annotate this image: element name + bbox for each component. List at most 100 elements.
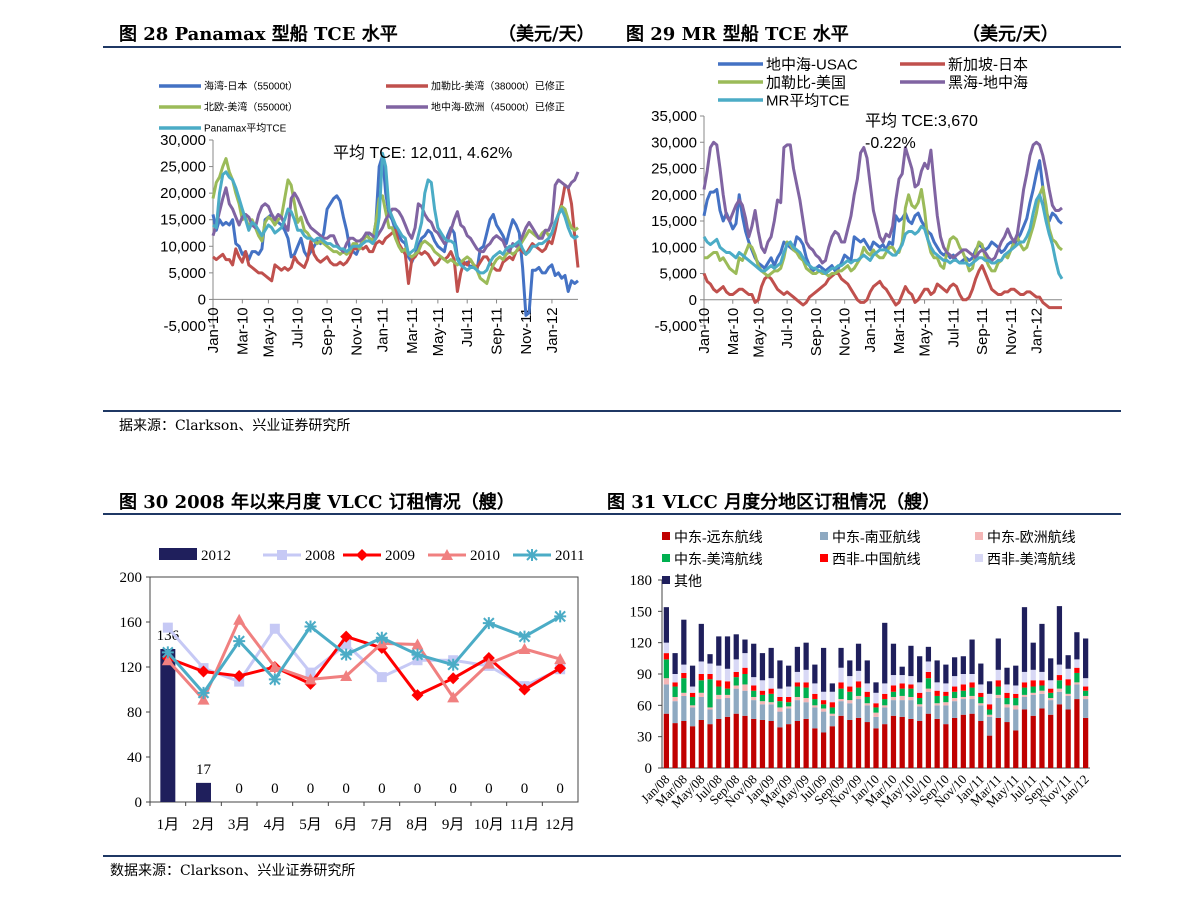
stack-segment-6 <box>1065 655 1071 669</box>
stack-segment-5 <box>724 668 731 682</box>
stack-segment-3 <box>759 694 766 702</box>
source-bottom: 数据来源：Clarkson、兴业证券研究所 <box>110 863 356 879</box>
x-tick-label: 9月 <box>442 817 465 833</box>
stack-segment-5 <box>1065 668 1071 680</box>
y-tick-label: 5,000 <box>659 266 697 283</box>
marker-star <box>268 673 281 686</box>
stack-segment-2 <box>1048 698 1054 701</box>
stack-segment-4 <box>995 680 1001 687</box>
stack-segment-3 <box>786 702 792 707</box>
x-tick-label: Mar-10 <box>725 308 742 356</box>
legend-label: 中东-美湾航线 <box>674 551 763 568</box>
stack-segment-0 <box>1039 708 1045 768</box>
stack-segment-2 <box>716 694 722 700</box>
stack-segment-0 <box>759 719 766 768</box>
stack-segment-0 <box>847 719 853 768</box>
stack-segment-5 <box>864 683 870 692</box>
y-tick-label: 30 <box>637 730 652 746</box>
stack-segment-2 <box>847 700 853 704</box>
stack-segment-1 <box>672 701 678 724</box>
stack-segment-0 <box>873 728 879 768</box>
series-line-2 <box>211 157 579 285</box>
stack-segment-2 <box>689 705 696 708</box>
stack-segment-2 <box>1021 694 1028 697</box>
x-tick-label: Mar-10 <box>234 307 251 355</box>
stack-segment-4 <box>751 685 757 691</box>
stack-segment-5 <box>768 678 774 689</box>
stack-segment-2 <box>820 708 827 712</box>
stack-segment-3 <box>855 687 862 696</box>
legend-label: 2008 <box>305 548 335 564</box>
stack-segment-3 <box>724 688 731 695</box>
stack-segment-3 <box>986 709 993 715</box>
stack-segment-3 <box>689 696 696 706</box>
x-tick-label: Jul-11 <box>459 307 476 347</box>
stack-segment-4 <box>1004 692 1010 699</box>
stack-segment-4 <box>969 682 975 688</box>
stack-segment-0 <box>934 718 940 768</box>
stack-segment-2 <box>707 707 713 710</box>
stack-segment-6 <box>899 666 905 676</box>
stack-segment-4 <box>1048 688 1054 693</box>
stack-segment-5 <box>969 674 975 683</box>
stack-segment-5 <box>829 691 835 703</box>
stack-segment-4 <box>978 692 984 697</box>
x-tick-label: Jan-12 <box>1028 308 1045 354</box>
stack-segment-1 <box>786 708 792 725</box>
stack-segment-0 <box>768 721 774 768</box>
x-tick-label: 8月 <box>406 817 429 833</box>
y-tick-label: 15,000 <box>651 213 697 230</box>
y-tick-label: 10,000 <box>651 239 697 256</box>
stack-segment-0 <box>742 715 748 768</box>
stack-segment-6 <box>716 636 722 666</box>
stack-segment-3 <box>1030 686 1036 693</box>
stack-segment-1 <box>1056 691 1063 705</box>
marker-star <box>304 620 317 633</box>
marker-triangle <box>304 673 317 685</box>
stack-segment-3 <box>663 659 669 679</box>
stack-segment-4 <box>681 672 687 679</box>
stack-segment-5 <box>1056 664 1063 676</box>
stack-segment-2 <box>759 701 766 705</box>
stack-segment-1 <box>917 706 923 721</box>
stack-segment-3 <box>707 679 713 708</box>
data-label: 0 <box>235 781 243 797</box>
legend-label: 2011 <box>555 548 584 564</box>
marker-square <box>341 639 352 650</box>
marker-diamond <box>447 672 460 685</box>
stack-segment-6 <box>925 646 932 662</box>
stack-segment-6 <box>1004 667 1010 685</box>
stack-segment-5 <box>820 691 827 701</box>
stack-segment-0 <box>689 726 696 768</box>
series-line-3 <box>702 140 1063 265</box>
stack-segment-5 <box>812 683 818 694</box>
data-label: 0 <box>271 781 279 797</box>
stack-segment-0 <box>1021 709 1028 768</box>
stack-segment-5 <box>1074 659 1080 668</box>
stack-segment-4 <box>855 681 862 688</box>
legend-label: 加勒比-美湾（38000t）已修正 <box>431 80 565 93</box>
legend-swatch <box>820 554 828 562</box>
legend-swatch <box>662 554 670 562</box>
mr-tce-chart: -5,000 0 5,000 10,000 15,000 20,000 25,000 30,0… <box>651 56 1064 358</box>
stack-segment-5 <box>1004 684 1010 693</box>
legend-label: 地中海-USAC <box>766 56 858 73</box>
stack-segment-0 <box>925 713 932 768</box>
stack-segment-6 <box>1074 632 1080 660</box>
stack-segment-6 <box>777 660 783 689</box>
stack-segment-3 <box>864 696 870 704</box>
stack-segment-2 <box>672 696 678 702</box>
y-tick-label: 150 <box>630 604 653 620</box>
stack-segment-2 <box>917 704 923 707</box>
stack-segment-5 <box>995 669 1001 681</box>
stack-segment-2 <box>934 703 940 706</box>
stack-segment-3 <box>1074 672 1080 683</box>
stack-segment-5 <box>943 683 949 692</box>
stack-segment-4 <box>1065 679 1071 686</box>
stack-segment-3 <box>960 690 966 697</box>
fig29-title: 图 29 MR 型船 TCE 水平 <box>626 24 849 45</box>
stack-segment-3 <box>803 687 809 699</box>
stack-segment-3 <box>882 699 888 706</box>
stack-segment-3 <box>1083 690 1089 696</box>
stack-segment-4 <box>672 682 678 687</box>
